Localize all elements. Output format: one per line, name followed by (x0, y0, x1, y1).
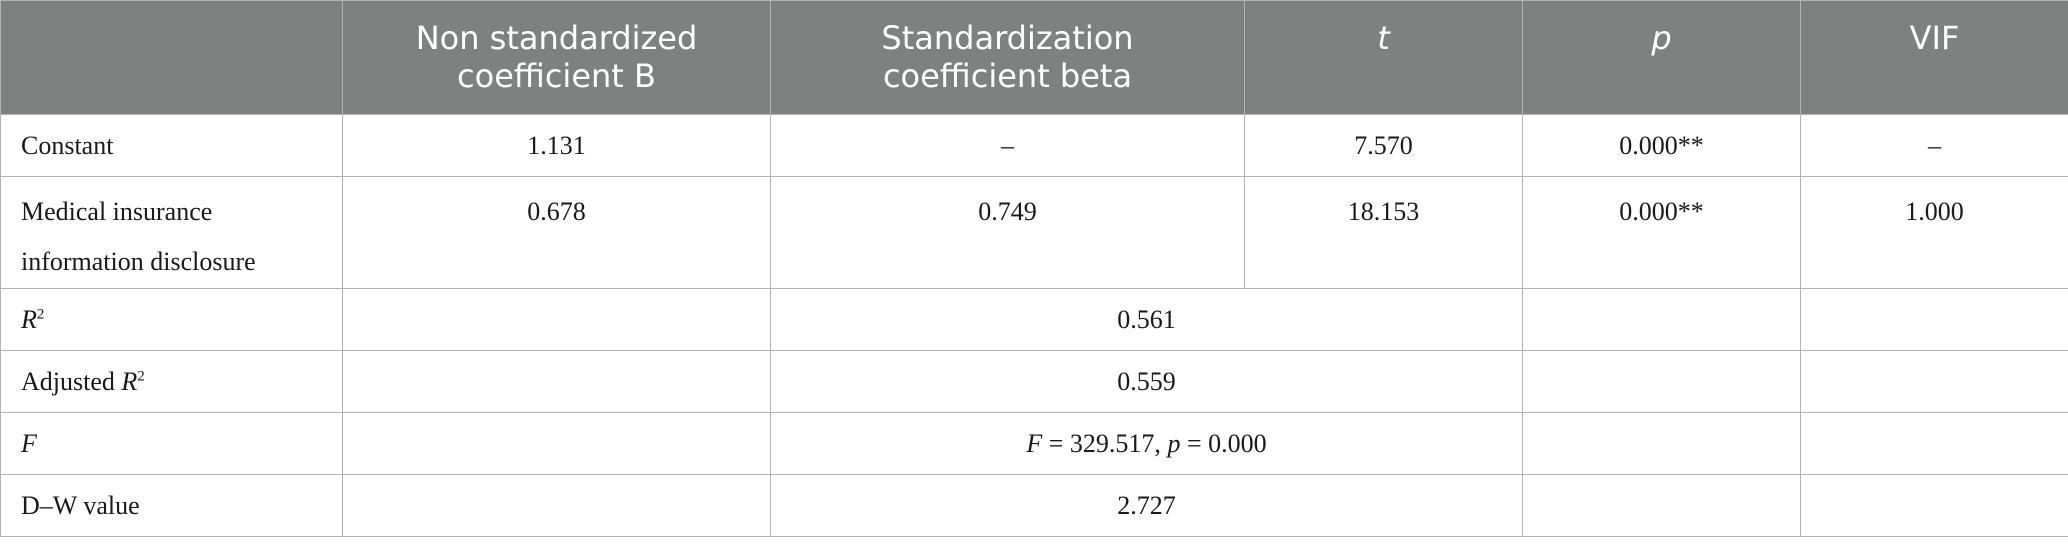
regression-table: Non standardized coefficient B Standardi… (0, 0, 2068, 537)
empty-cell (1522, 288, 1801, 351)
table-row-adj-r2: Adjusted R2 0.559 (0, 350, 2068, 413)
table-row-r2: R2 0.561 (0, 288, 2068, 351)
empty-cell (342, 288, 771, 351)
header-non-standardized-b: Non standardized coefficient B (342, 0, 771, 115)
header-t: t (1244, 0, 1523, 115)
row-label: Constant (0, 114, 343, 177)
empty-cell (1522, 474, 1801, 537)
r2-sup: 2 (36, 306, 45, 323)
empty-cell (1800, 474, 2068, 537)
table-row-f: F F = 329.517, p = 0.000 (0, 412, 2068, 475)
header-row: Non standardized coefficient B Standardi… (0, 0, 2068, 115)
empty-cell (342, 474, 771, 537)
header-standardized-beta: Standardization coefficient beta (770, 0, 1245, 115)
header-beta-text: Standardization coefficient beta (881, 19, 1134, 95)
empty-cell (342, 350, 771, 413)
r2-value: 0.561 (770, 288, 1523, 351)
f-var: F (21, 429, 37, 458)
cell-beta: – (770, 114, 1245, 177)
header-p: p (1522, 0, 1801, 115)
cell-b: 0.678 (342, 176, 771, 289)
row-label: Adjusted R2 (0, 350, 343, 413)
cell-t: 7.570 (1244, 114, 1523, 177)
adj-r2-value: 0.559 (770, 350, 1523, 413)
r2-var: R (21, 305, 37, 334)
table-row: Constant 1.131 – 7.570 0.000** – (0, 114, 2068, 177)
table-row: Medical insurance information disclosure… (0, 176, 2068, 289)
cell-vif: – (1800, 114, 2068, 177)
cell-vif: 1.000 (1800, 176, 2068, 289)
f-value: F = 329.517, p = 0.000 (770, 412, 1523, 475)
empty-cell (1800, 412, 2068, 475)
empty-cell (1522, 350, 1801, 413)
cell-b: 1.131 (342, 114, 771, 177)
empty-cell (1800, 288, 2068, 351)
header-t-text: t (1377, 19, 1390, 57)
row-label: D–W value (0, 474, 343, 537)
empty-cell (1800, 350, 2068, 413)
f-value-mid: = 329.517, (1042, 429, 1168, 458)
row-label: F (0, 412, 343, 475)
cell-p: 0.000** (1522, 114, 1801, 177)
row-label-text: Medical insurance information disclosure (21, 197, 256, 276)
empty-cell (342, 412, 771, 475)
row-label: Medical insurance information disclosure (0, 176, 343, 289)
adj-r2-var: R (121, 367, 138, 396)
adj-r2-sup: 2 (137, 368, 145, 385)
dw-value: 2.727 (770, 474, 1523, 537)
p-value-var: p (1167, 429, 1181, 458)
header-vif: VIF (1800, 0, 2068, 115)
f-value-end: = 0.000 (1180, 429, 1267, 458)
f-value-var: F (1026, 429, 1043, 458)
adj-r2-text: Adjusted (21, 367, 122, 396)
row-label: R2 (0, 288, 343, 351)
cell-p: 0.000** (1522, 176, 1801, 289)
header-p-text: p (1651, 19, 1672, 57)
empty-cell (1522, 412, 1801, 475)
cell-beta: 0.749 (770, 176, 1245, 289)
header-b-text: Non standardized coefficient B (415, 19, 698, 95)
cell-t: 18.153 (1244, 176, 1523, 289)
table-row-dw: D–W value 2.727 (0, 474, 2068, 537)
header-empty (0, 0, 343, 115)
